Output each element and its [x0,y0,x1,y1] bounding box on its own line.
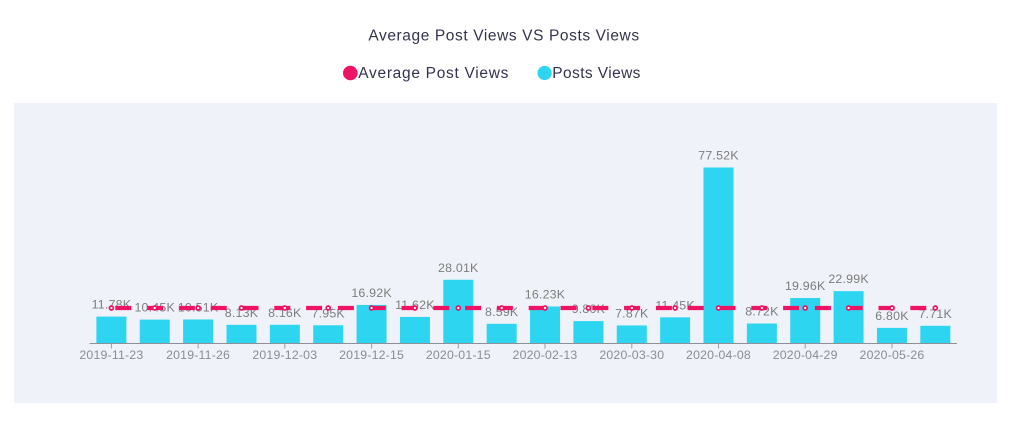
svg-text:16.23K: 16.23K [525,288,566,302]
svg-text:7.71K: 7.71K [919,307,953,321]
svg-text:2020-04-29: 2020-04-29 [773,348,838,362]
svg-text:6.80K: 6.80K [875,309,909,323]
svg-text:Average Post Views: Average Post Views [358,65,509,82]
svg-text:Posts Views: Posts Views [552,65,641,82]
svg-text:28.01K: 28.01K [438,261,479,275]
svg-text:2020-02-13: 2020-02-13 [513,348,578,362]
svg-text:Average Post Views VS Posts Vi: Average Post Views VS Posts Views [368,28,639,45]
svg-text:2019-12-03: 2019-12-03 [252,348,317,362]
svg-text:2020-03-30: 2020-03-30 [599,348,664,362]
svg-text:19.96K: 19.96K [785,279,826,293]
svg-text:2020-04-08: 2020-04-08 [686,348,751,362]
svg-text:2020-01-15: 2020-01-15 [426,348,491,362]
svg-text:2019-11-26: 2019-11-26 [166,348,230,362]
svg-text:2019-11-23: 2019-11-23 [79,348,143,362]
svg-text:2019-12-15: 2019-12-15 [339,348,404,362]
svg-text:16.92K: 16.92K [351,286,392,300]
svg-text:2020-05-26: 2020-05-26 [860,348,925,362]
svg-text:22.99K: 22.99K [828,272,869,286]
svg-text:7.87K: 7.87K [615,307,649,321]
svg-text:77.52K: 77.52K [698,149,739,163]
